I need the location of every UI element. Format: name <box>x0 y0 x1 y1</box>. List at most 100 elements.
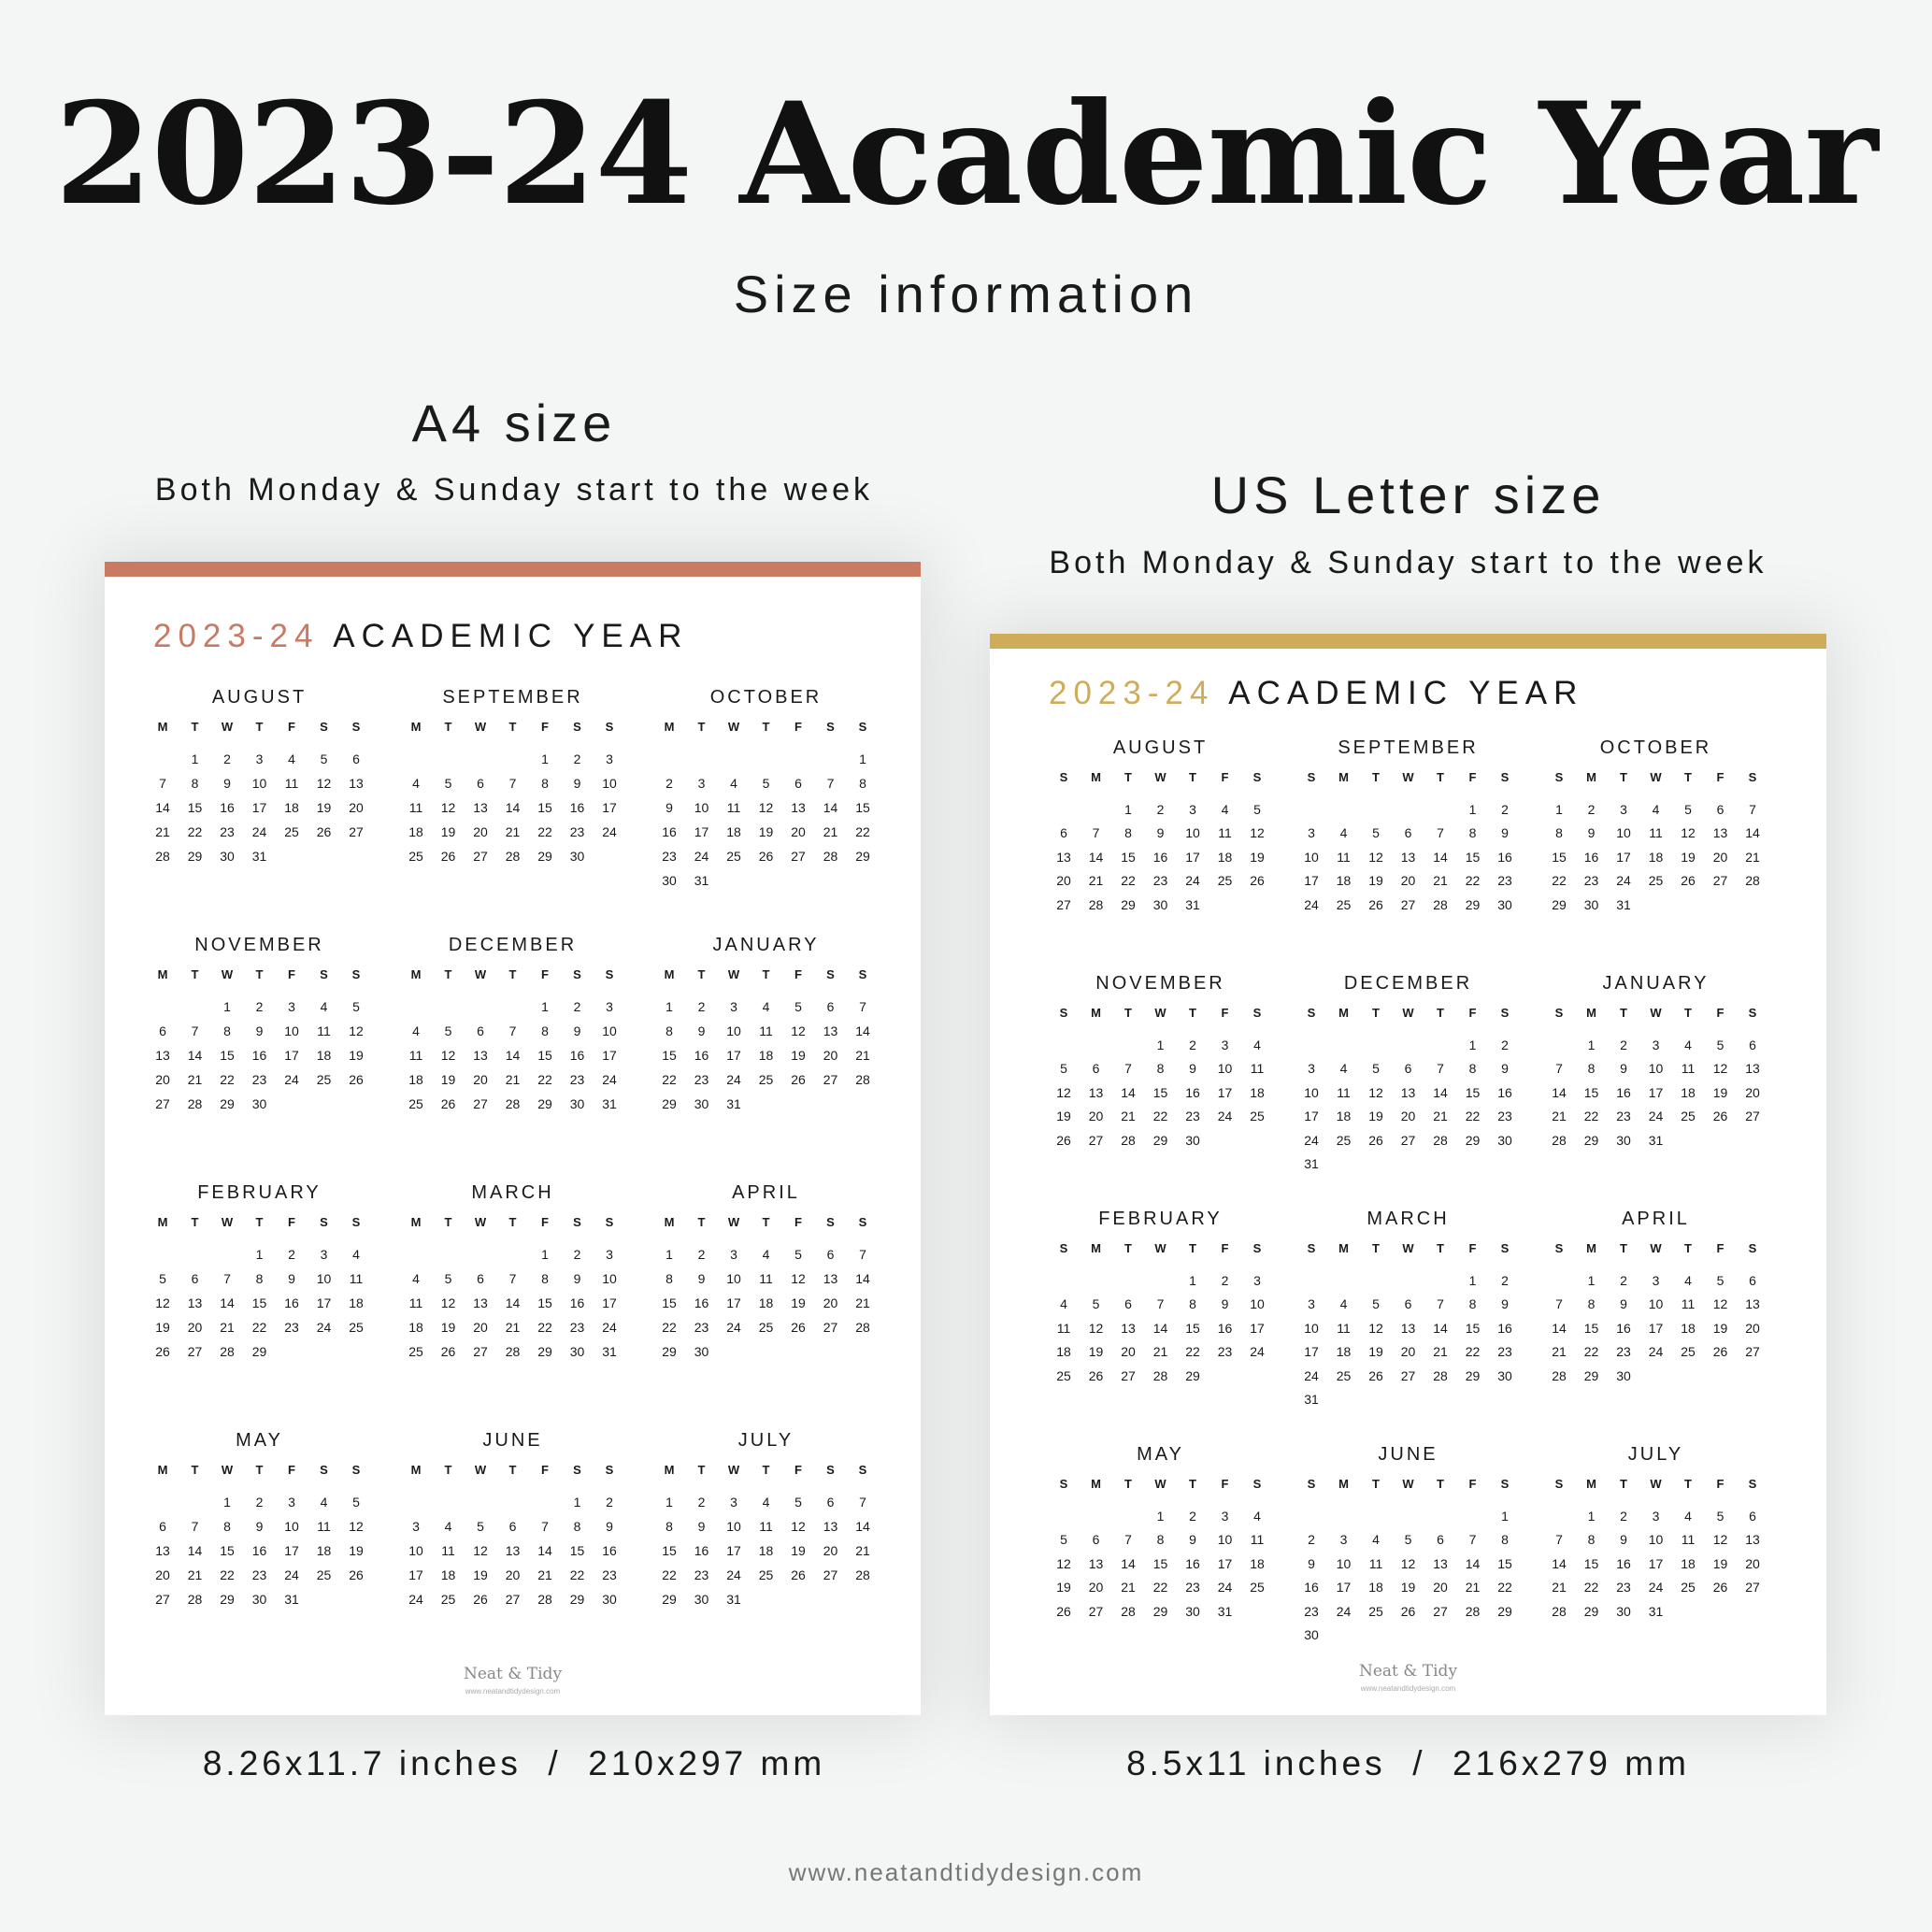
header-spacer <box>1327 794 1360 800</box>
day-cell: 11 <box>284 776 299 791</box>
header-spacer <box>465 1487 497 1493</box>
day-cell: 7 <box>1555 1296 1563 1311</box>
day-cell: 28 <box>1433 1367 1448 1383</box>
header-spacer <box>594 744 626 750</box>
day-cell: 29 <box>1583 1367 1599 1383</box>
header-spacer <box>1639 794 1672 800</box>
day-cell: 11 <box>349 1271 364 1286</box>
day-cell: 21 <box>1745 849 1760 865</box>
day-cell: 26 <box>440 849 456 864</box>
day-cell: 20 <box>1745 1084 1760 1100</box>
day-cell: 10 <box>1648 1296 1664 1311</box>
day-cell: 21 <box>1465 1580 1481 1595</box>
weekday-header: W <box>474 1215 487 1229</box>
day-cell: 16 <box>569 1048 585 1063</box>
day-cell: 16 <box>251 1543 267 1558</box>
day-cell: 14 <box>855 1023 870 1038</box>
weekday-header: T <box>1620 1241 1627 1255</box>
day-grid: M T W T F S S 1 2 3 4 5 6 7 8 9 10 11 12 13 14 15 16 17 18 19 20 21… <box>653 720 880 897</box>
day-cell: 2 <box>1189 1508 1196 1524</box>
header-spacer <box>276 1487 308 1493</box>
day-cell: 14 <box>1088 849 1104 865</box>
day-cell: 24 <box>1648 1109 1664 1123</box>
day-cell: 17 <box>1217 1084 1233 1100</box>
day-cell: 16 <box>1616 1084 1631 1100</box>
empty-day <box>1080 1509 1112 1533</box>
letter-sheet-title: 2023-24 ACADEMIC YEAR <box>1049 675 1583 712</box>
day-cell: 24 <box>726 1072 741 1087</box>
header-spacer <box>1241 1501 1274 1507</box>
day-cell: 7 <box>1092 825 1100 840</box>
day-cell: 22 <box>187 824 203 839</box>
weekday-header: T <box>508 1463 517 1477</box>
day-cell: 23 <box>1185 1109 1200 1123</box>
day-cell: 8 <box>223 1023 231 1038</box>
header-spacer <box>1112 1266 1145 1271</box>
day-cell: 28 <box>505 1096 521 1111</box>
weekday-header: M <box>1338 1006 1349 1020</box>
empty-day <box>400 751 433 776</box>
day-cell: 26 <box>155 1344 170 1359</box>
day-cell: 7 <box>541 1519 549 1534</box>
letter-month-june: JUNE S M T W T F S 1 2 3 4 5 6 7 8 9 10 11 12 13 14 15 16 17 18 19… <box>1284 1443 1532 1679</box>
day-cell: 30 <box>694 1096 709 1111</box>
day-grid: S M T W T F S 1 2 3 4 5 6 7 8 9 10 11 12 13 14 15 16 17 18 19 20 21… <box>1048 770 1274 921</box>
weekday-header: T <box>508 1215 517 1229</box>
day-cell: 6 <box>191 1271 199 1286</box>
weekday-header: T <box>444 1215 452 1229</box>
weekday-header: S <box>1748 1477 1757 1491</box>
day-cell: 6 <box>1749 1272 1756 1288</box>
day-cell: 16 <box>569 1295 585 1310</box>
weekday-header: S <box>1500 1477 1510 1491</box>
day-cell: 15 <box>187 800 203 815</box>
day-cell: 12 <box>1056 1555 1071 1571</box>
weekday-header: T <box>1437 1006 1444 1020</box>
header-spacer <box>1144 794 1177 800</box>
day-cell: 27 <box>1400 1367 1416 1383</box>
day-cell: 23 <box>1185 1580 1200 1595</box>
day-cell: 19 <box>1088 1344 1104 1359</box>
day-cell: 20 <box>505 1567 521 1582</box>
day-cell: 13 <box>823 1271 838 1286</box>
day-cell: 17 <box>1648 1084 1664 1100</box>
header-spacer <box>276 1239 308 1245</box>
day-cell: 19 <box>791 1295 806 1310</box>
day-grid: M T W T F S S 1 2 3 4 5 6 7 8 9 10 11 12 13 14 15 16 17 18 19 20 21… <box>147 1215 373 1368</box>
day-cell: 18 <box>1681 1555 1696 1571</box>
letter-month-november: NOVEMBER S M T W T F S 1 2 3 4 5 6 7 8 9 10 11 12 13 14 15 16 17… <box>1037 972 1284 1208</box>
weekday-header: F <box>1468 1241 1477 1255</box>
day-cell: 14 <box>505 800 521 815</box>
day-cell: 15 <box>662 1295 677 1310</box>
header-spacer <box>147 744 179 750</box>
day-cell: 19 <box>1250 849 1265 865</box>
day-cell: 13 <box>1745 1532 1760 1547</box>
header-spacer <box>750 992 782 997</box>
day-grid: M T W T F S S 1 2 3 4 5 6 7 8 9 10 11 12 13 14 15 16 17 18 19 20 21… <box>400 1215 626 1368</box>
day-cell: 23 <box>1616 1580 1631 1595</box>
day-cell: 21 <box>1433 1109 1448 1123</box>
day-grid: M T W T F S S 1 2 3 4 5 6 7 8 9 10 11 12 13 14 15 16 17 18 19 20 21… <box>653 967 880 1121</box>
header-spacer <box>1424 1030 1457 1036</box>
header-spacer <box>465 744 497 750</box>
day-cell: 23 <box>1217 1344 1233 1359</box>
empty-day <box>179 999 211 1023</box>
weekday-header: T <box>1189 1241 1196 1255</box>
day-cell: 6 <box>1716 801 1724 817</box>
day-cell: 1 <box>541 751 549 766</box>
day-cell: 25 <box>1217 873 1233 888</box>
page-subtitle: Size information <box>733 265 1199 323</box>
a4-accent-bar <box>105 562 921 577</box>
weekday-header: M <box>1338 1477 1349 1491</box>
day-cell: 9 <box>1156 825 1165 840</box>
day-cell: 21 <box>505 1072 521 1087</box>
day-cell: 28 <box>855 1072 870 1087</box>
day-cell: 12 <box>349 1519 364 1534</box>
empty-day <box>1424 1038 1457 1062</box>
day-cell: 6 <box>826 1247 835 1262</box>
day-cell: 25 <box>1648 873 1664 888</box>
weekday-header: S <box>1252 1006 1262 1020</box>
day-cell: 28 <box>1152 1367 1168 1383</box>
day-cell: 2 <box>255 999 264 1014</box>
month-name: OCTOBER <box>709 687 823 708</box>
day-cell: 23 <box>1616 1344 1631 1359</box>
